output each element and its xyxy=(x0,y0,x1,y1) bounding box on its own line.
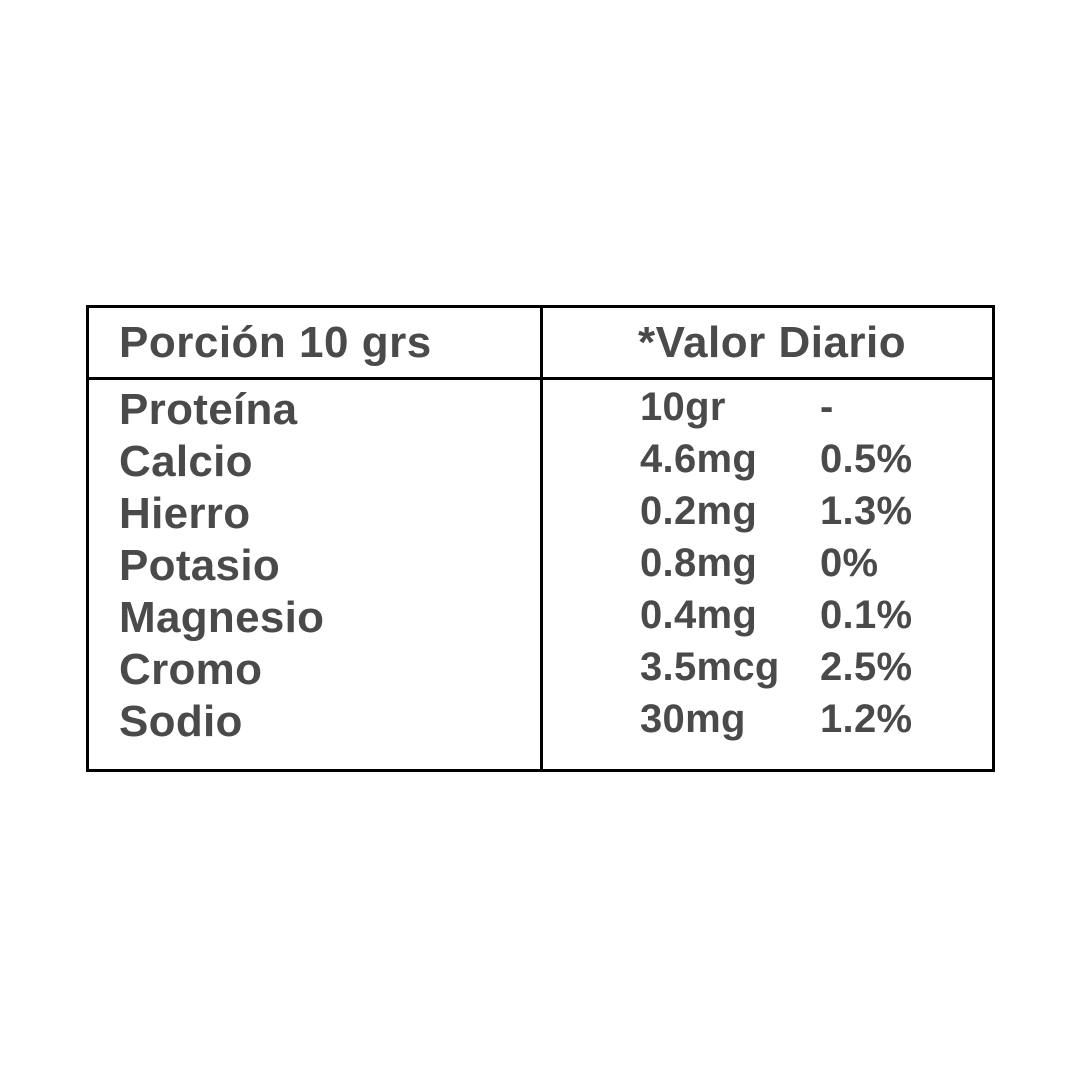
nutrient-label: Sodio xyxy=(119,697,243,746)
value-group: 3.5mcg 2.5% xyxy=(543,645,992,690)
amount-value: 3.5mcg xyxy=(640,644,780,689)
table-row: Calcio 4.6mg 0.5% xyxy=(89,436,992,488)
nutrient-label: Calcio xyxy=(119,437,253,486)
value-group: 30mg 1.2% xyxy=(543,697,992,742)
value-group: 10gr - xyxy=(543,385,992,430)
amount-value: 0.8mg xyxy=(640,540,758,585)
daily-value: 2.5% xyxy=(820,644,913,689)
nutrient-label: Proteína xyxy=(119,385,298,434)
nutrient-label: Cromo xyxy=(119,645,263,694)
table-header-row: Porción 10 grs *Valor Diario xyxy=(89,308,992,380)
table-row: Sodio 30mg 1.2% xyxy=(89,696,992,748)
value-group: 0.4mg 0.1% xyxy=(543,593,992,638)
table-row: Magnesio 0.4mg 0.1% xyxy=(89,592,992,644)
daily-value: 0.1% xyxy=(820,592,913,637)
nutrition-facts-table: Porción 10 grs *Valor Diario Proteína 10… xyxy=(86,305,995,772)
amount-value: 30mg xyxy=(640,696,746,741)
value-group: 0.2mg 1.3% xyxy=(543,489,992,534)
daily-value: 1.3% xyxy=(820,488,913,533)
table-row: Proteína 10gr - xyxy=(89,384,992,436)
table-body: Proteína 10gr - Calcio 4.6mg 0.5% Hierro… xyxy=(89,380,992,748)
amount-value: 4.6mg xyxy=(640,436,758,481)
value-group: 0.8mg 0% xyxy=(543,541,992,586)
table-row: Potasio 0.8mg 0% xyxy=(89,540,992,592)
nutrient-label: Potasio xyxy=(119,541,281,590)
table-row: Hierro 0.2mg 1.3% xyxy=(89,488,992,540)
daily-value: 0.5% xyxy=(820,436,913,481)
daily-value: 1.2% xyxy=(820,696,913,741)
amount-value: 0.4mg xyxy=(640,592,758,637)
amount-value: 10gr xyxy=(640,384,726,429)
serving-size-header: Porción 10 grs xyxy=(119,317,432,367)
daily-value: 0% xyxy=(820,540,879,585)
column-divider xyxy=(540,308,543,769)
table-row: Cromo 3.5mcg 2.5% xyxy=(89,644,992,696)
daily-value-header: *Valor Diario xyxy=(638,317,907,367)
nutrient-label: Magnesio xyxy=(119,593,325,642)
daily-value: - xyxy=(820,384,834,429)
nutrient-label: Hierro xyxy=(119,489,251,538)
amount-value: 0.2mg xyxy=(640,488,758,533)
value-group: 4.6mg 0.5% xyxy=(543,437,992,482)
